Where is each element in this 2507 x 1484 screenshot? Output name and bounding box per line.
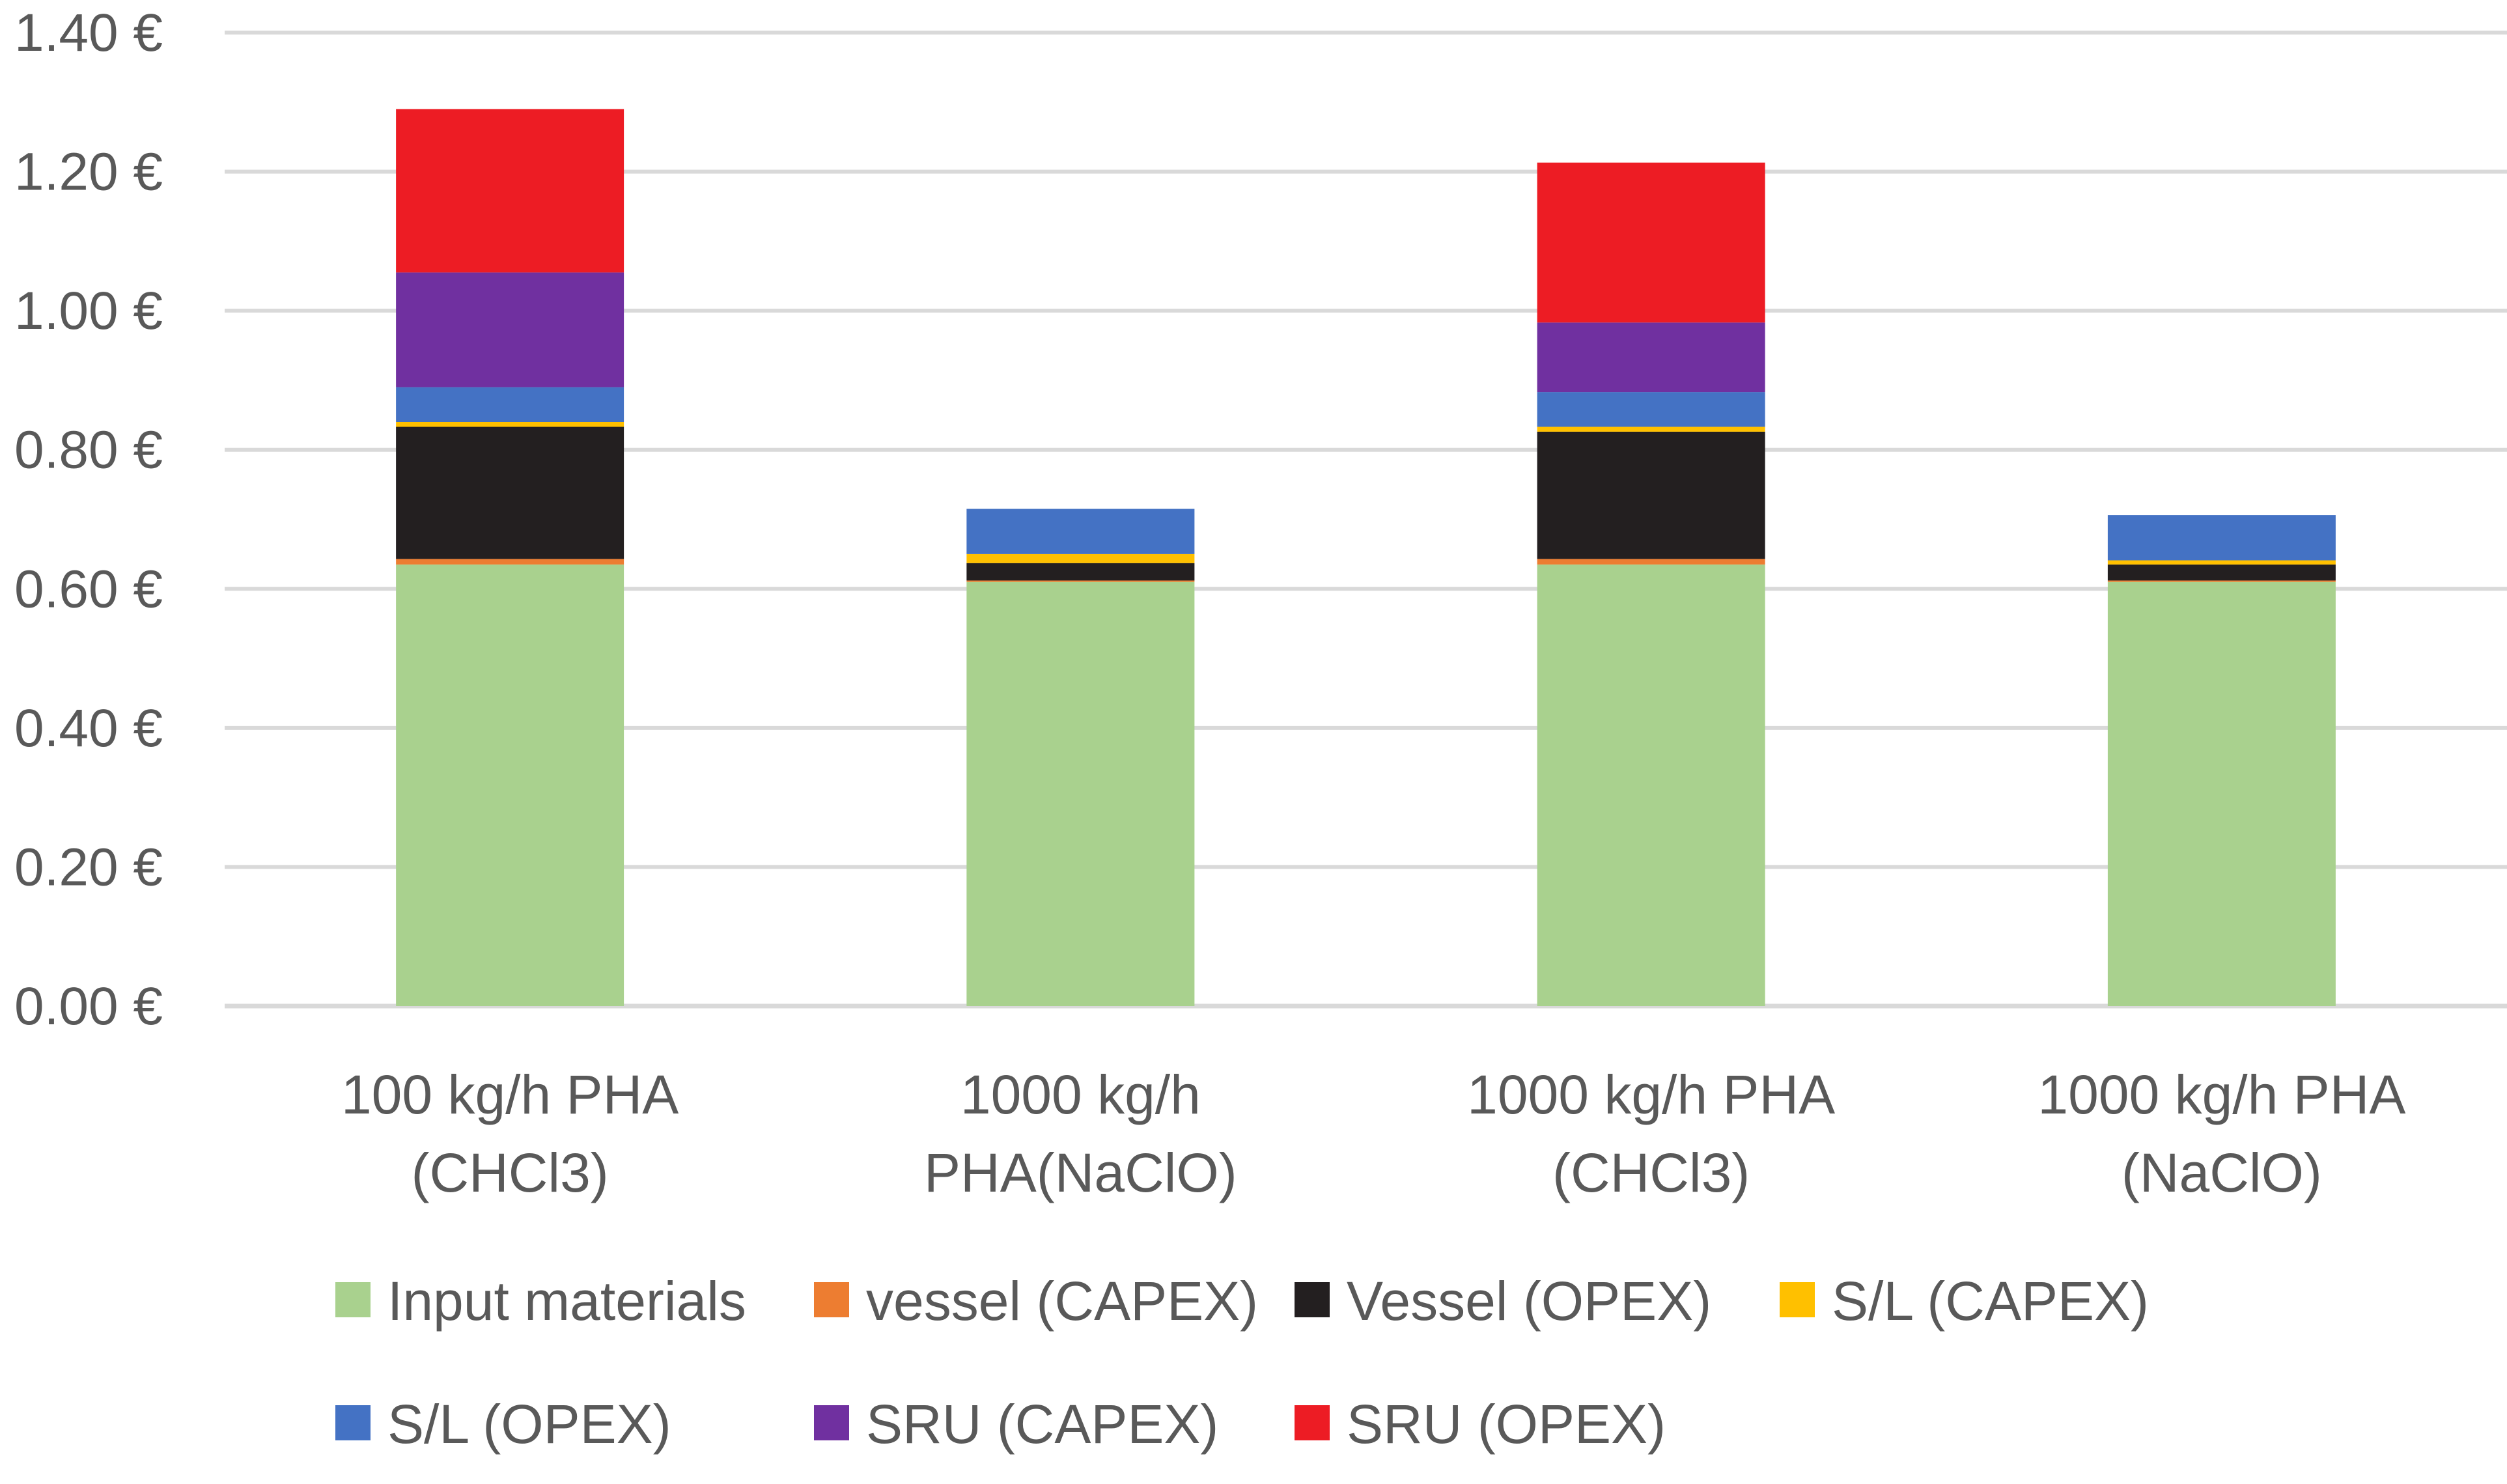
bar-segment-vessel-capex: [966, 580, 1195, 582]
bar-segment-s-l-capex: [396, 422, 624, 427]
x-tick-label: 1000 kg/h PHA: [2038, 1064, 2405, 1125]
bar-segment-vessel-capex: [1537, 559, 1765, 565]
y-axis-tick-labels: 0.00 € 0.20 € 0.40 € 0.60 € 0.80 € 1.00 € 1.20…: [14, 3, 163, 1036]
bar-segment-s-l-capex: [2107, 560, 2336, 565]
legend-swatch: [814, 1282, 849, 1317]
y-tick-label: 0.60 €: [14, 559, 163, 619]
x-axis-category-labels: 100 kg/h PHA (CHCl3) 1000 kg/h PHA(NaClO) 10…: [341, 1064, 2405, 1203]
bar-segment-s-l-opex: [396, 387, 624, 422]
x-tick-label: 1000 kg/h: [960, 1064, 1201, 1125]
legend-label: SRU (OPEX): [1347, 1393, 1666, 1455]
x-tick-label: (CHCl3): [1552, 1142, 1750, 1203]
x-tick-label: (NaClO): [2122, 1142, 2322, 1203]
legend-label: S/L (CAPEX): [1832, 1270, 2149, 1332]
legend-swatch: [335, 1405, 371, 1440]
legend-item: Input materials: [335, 1270, 746, 1332]
bar-segment-input-materials: [2107, 581, 2336, 1006]
legend-swatch: [1295, 1282, 1330, 1317]
bars: [396, 109, 2336, 1006]
x-tick-label: (CHCl3): [411, 1142, 608, 1203]
bar-segment-vessel-opex: [2107, 564, 2336, 581]
x-tick-label: 1000 kg/h PHA: [1467, 1064, 1835, 1125]
bar-segment-s-l-opex: [966, 509, 1195, 554]
legend-label: SRU (CAPEX): [866, 1393, 1218, 1455]
bar-segment-sru-capex: [396, 272, 624, 387]
bar-segment-s-l-capex: [1537, 427, 1765, 432]
y-tick-label: 1.40 €: [14, 3, 163, 63]
legend-swatch: [814, 1405, 849, 1440]
legend-swatch: [1780, 1282, 1815, 1317]
legend-label: Vessel (OPEX): [1347, 1270, 1711, 1332]
bar-segment-vessel-capex: [2107, 580, 2336, 582]
legend-item: S/L (CAPEX): [1780, 1270, 2149, 1332]
y-tick-label: 0.40 €: [14, 699, 163, 758]
legend-label: S/L (OPEX): [387, 1393, 671, 1455]
bar-segment-sru-capex: [1537, 322, 1765, 393]
y-tick-label: 0.80 €: [14, 421, 163, 480]
legend-item: Vessel (OPEX): [1295, 1270, 1711, 1332]
legend: Input materials vessel (CAPEX) Vessel (OPE…: [335, 1270, 2149, 1455]
legend-label: Input materials: [387, 1270, 746, 1332]
bar-segment-input-materials: [966, 581, 1195, 1006]
bar-segment-input-materials: [1537, 564, 1765, 1006]
legend-label: vessel (CAPEX): [866, 1270, 1258, 1332]
legend-item: SRU (CAPEX): [814, 1393, 1218, 1455]
legend-item: SRU (OPEX): [1295, 1393, 1666, 1455]
bar-segment-s-l-capex: [966, 553, 1195, 563]
legend-item: vessel (CAPEX): [814, 1270, 1258, 1332]
bar-segment-sru-opex: [1537, 162, 1765, 323]
bar-segment-vessel-opex: [1537, 431, 1765, 559]
bar-segment-sru-opex: [396, 109, 624, 273]
legend-swatch: [1295, 1405, 1330, 1440]
legend-item: S/L (OPEX): [335, 1393, 671, 1455]
y-tick-label: 1.20 €: [14, 143, 163, 202]
bar-segment-vessel-opex: [396, 427, 624, 559]
y-tick-label: 1.00 €: [14, 281, 163, 341]
bar-segment-vessel-opex: [966, 563, 1195, 581]
y-tick-label: 0.00 €: [14, 977, 163, 1036]
bar-segment-input-materials: [396, 564, 624, 1006]
legend-swatch: [335, 1282, 371, 1317]
y-tick-label: 0.20 €: [14, 837, 163, 897]
bar-segment-s-l-opex: [2107, 515, 2336, 561]
x-tick-label: 100 kg/h PHA: [341, 1064, 679, 1125]
bar-segment-vessel-capex: [396, 559, 624, 565]
bar-segment-s-l-opex: [1537, 392, 1765, 427]
x-tick-label: PHA(NaClO): [924, 1142, 1237, 1203]
